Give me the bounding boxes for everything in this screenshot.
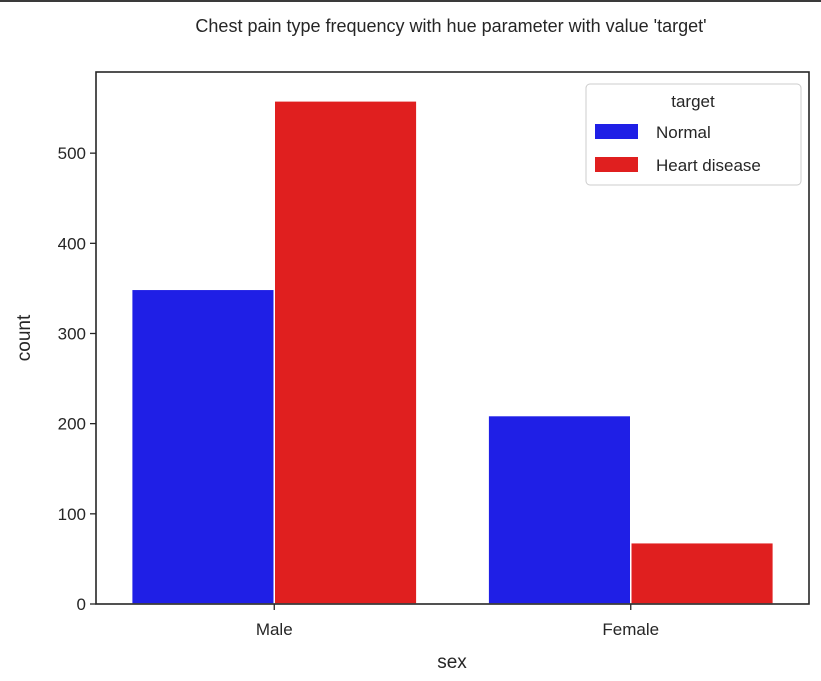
y-tick-label: 0 xyxy=(77,595,86,614)
y-tick-label: 300 xyxy=(58,324,86,343)
y-tick-label: 200 xyxy=(58,415,86,434)
plot-frame xyxy=(95,71,810,605)
x-axis-ticks: Male Female xyxy=(256,604,659,639)
y-tick-label: 100 xyxy=(58,505,86,524)
legend-label-heart-disease: Heart disease xyxy=(656,156,761,175)
legend-box xyxy=(585,83,802,186)
legend-title: target xyxy=(671,92,715,111)
legend-label-normal: Normal xyxy=(656,123,711,142)
y-axis-label: count xyxy=(14,314,35,361)
chart-title: Chest pain type frequency with hue param… xyxy=(195,16,706,36)
bar-normal-male xyxy=(130,288,275,605)
x-axis-label: sex xyxy=(437,652,467,673)
top-border-line xyxy=(0,0,821,2)
bars-group xyxy=(130,100,775,605)
legend-swatch-heart-disease xyxy=(595,157,638,172)
legend: target Normal Heart disease xyxy=(585,83,802,186)
bar-heart-disease-female xyxy=(630,541,775,605)
legend-swatch-normal xyxy=(595,124,638,139)
x-tick-label-male: Male xyxy=(256,620,293,639)
y-tick-label: 500 xyxy=(58,144,86,163)
bar-heart-disease-male xyxy=(273,100,418,605)
y-tick-label: 400 xyxy=(58,234,86,253)
y-axis-ticks: 0 100 200 300 400 500 xyxy=(58,144,96,614)
x-tick-label-female: Female xyxy=(602,620,659,639)
bar-normal-female xyxy=(487,414,632,605)
